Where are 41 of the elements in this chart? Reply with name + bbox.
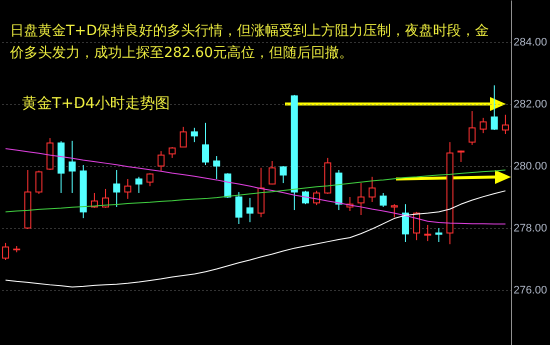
- candlestick: [190, 127, 198, 143]
- candlestick: [168, 146, 176, 158]
- y-tick-label: 280.00: [514, 160, 548, 172]
- candlestick: [146, 172, 154, 187]
- y-tick-label: 276.00: [514, 284, 548, 297]
- candlestick: [102, 188, 110, 208]
- line-series: [5, 190, 506, 288]
- y-tick-label: 278.00: [514, 222, 548, 235]
- candlestick: [402, 204, 409, 242]
- candlestick: [380, 192, 387, 208]
- candlestick: [246, 197, 254, 223]
- y-tick-label: 284.00: [514, 36, 548, 48]
- candlestick: [390, 204, 398, 218]
- text: 日盘黄金T+D保持良好的多头行情，但涨幅受到上方阻力压制，夜盘时段，金价多头发力，成功上探至282.60元高位，但随后回撤。: [9, 23, 490, 61]
- candlestick: [35, 170, 42, 194]
- candlestick: [480, 117, 487, 134]
- candlestick: [113, 170, 120, 208]
- candlestick: [224, 172, 232, 198]
- candlestick: [202, 122, 210, 166]
- candlestick: [468, 110, 476, 146]
- text: 黄金T+D4小时走势图: [22, 94, 170, 112]
- candlestick: [2, 242, 10, 260]
- y-tick-label: 282.00: [514, 98, 548, 110]
- candlestick: [368, 176, 376, 202]
- candlestick: [235, 192, 242, 224]
- candlestick: [435, 228, 442, 242]
- candlestick: [280, 165, 287, 184]
- candlestick: [180, 126, 187, 148]
- candlestick: [124, 178, 132, 200]
- candlestick: [213, 156, 220, 180]
- candlestick: [158, 150, 165, 172]
- candlestick: [358, 182, 365, 216]
- candlestick: [268, 160, 276, 186]
- candlestick: [302, 190, 309, 205]
- candlestick: [424, 224, 432, 242]
- candlestick: [68, 140, 76, 194]
- candlestick: [490, 84, 498, 130]
- candlestick: [502, 114, 509, 135]
- candlestick: [413, 211, 420, 241]
- candlestick: [313, 190, 320, 206]
- candlestick: [135, 176, 142, 194]
